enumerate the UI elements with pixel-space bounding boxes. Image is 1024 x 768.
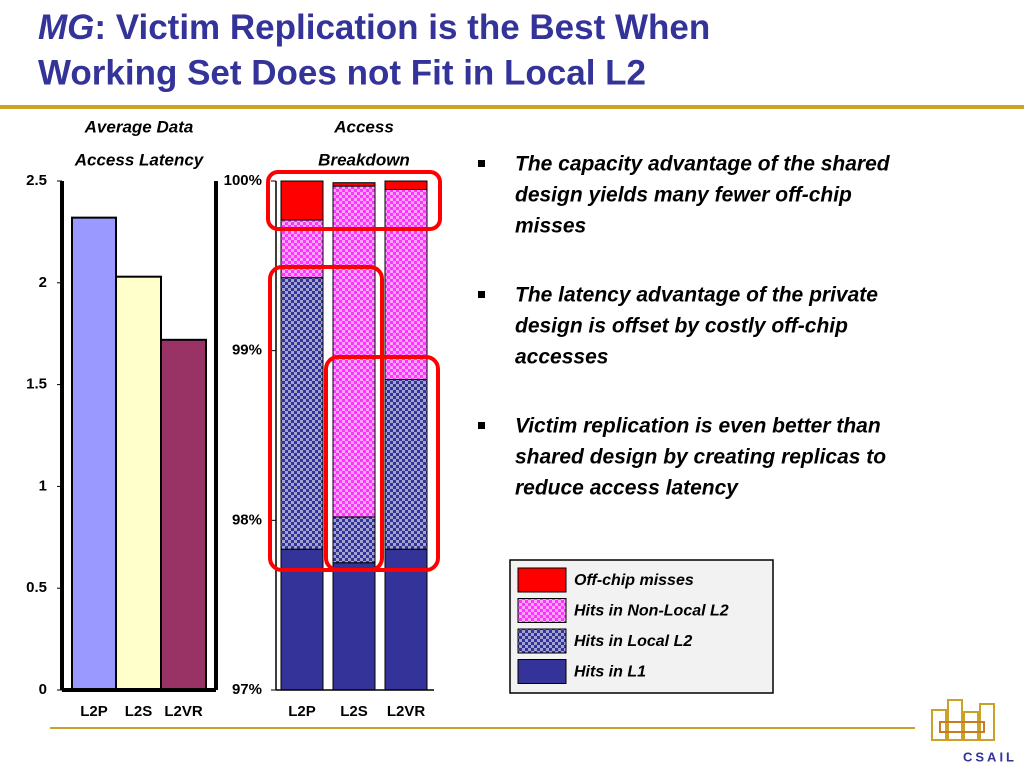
y-tick-label: 2.5 <box>26 172 47 189</box>
logo-text: CSAIL <box>963 749 1017 764</box>
title-rest: : Victim Replication is the Best When <box>94 8 710 47</box>
legend-label: Hits in L1 <box>574 664 646 681</box>
chart-title: Average Data <box>84 117 194 136</box>
logo <box>931 699 995 741</box>
bar <box>71 216 117 691</box>
legend-swatch <box>517 598 567 623</box>
y-tick-label: 100% <box>224 172 262 189</box>
bar-segment <box>332 185 376 518</box>
bullet-text: reduce access latency <box>515 477 739 500</box>
slide-title: MG: Victim Replication is the Best When <box>38 8 710 47</box>
bar-segment <box>384 379 428 550</box>
bullet-text: design yields many fewer off-chip <box>515 184 852 207</box>
y-tick-label: 1 <box>39 477 47 494</box>
bullet-marker <box>478 160 485 167</box>
bullet-text: The capacity advantage of the shared <box>515 153 891 176</box>
bar-segment <box>332 562 376 691</box>
bullet-text: misses <box>515 215 586 238</box>
legend-label: Hits in Non-Local L2 <box>574 603 729 620</box>
top-rule <box>0 105 1024 109</box>
annotations <box>266 170 442 572</box>
bullet-marker <box>478 422 485 429</box>
bar <box>160 338 207 691</box>
bullet-text: shared design by creating replicas to <box>515 446 886 469</box>
bullet-marker <box>478 291 485 298</box>
bullet-text: accesses <box>515 346 608 369</box>
x-tick-label: L2S <box>125 703 153 720</box>
legend-label: Hits in Local L2 <box>574 633 692 650</box>
bar-segment <box>384 180 428 190</box>
bullet-text: The latency advantage of the private <box>515 284 878 307</box>
legend-swatch <box>517 628 567 654</box>
bar-segment <box>332 182 376 187</box>
legend-swatch <box>517 659 567 684</box>
y-tick-label: 0.5 <box>26 579 47 596</box>
legend-label: Off-chip misses <box>574 572 694 589</box>
bar-segment <box>332 516 376 564</box>
y-tick-label: 2 <box>39 274 47 291</box>
chart-title: Access Latency <box>74 150 205 169</box>
slide-title-line: Working Set Does not Fit in Local L2 <box>38 53 646 92</box>
y-tick-label: 0 <box>39 681 47 698</box>
bullet-text: Victim replication is even better than <box>515 415 881 438</box>
bar-segment <box>280 548 324 691</box>
bar <box>115 275 162 691</box>
bar-segment <box>280 277 324 550</box>
bar-segment <box>384 548 428 691</box>
x-tick-label: L2P <box>80 703 108 720</box>
chart-title: Breakdown <box>318 150 410 169</box>
legend-swatch <box>517 567 567 593</box>
x-tick-label: L2VR <box>164 703 203 720</box>
x-tick-label: L2P <box>288 703 316 720</box>
y-tick-label: 1.5 <box>26 376 47 393</box>
y-tick-label: 98% <box>232 511 262 528</box>
chart-title: Access <box>333 117 394 136</box>
y-tick-label: 99% <box>232 342 262 359</box>
bar-segment <box>280 180 324 221</box>
title-em: MG <box>38 8 94 47</box>
x-tick-label: L2S <box>340 703 368 720</box>
bottom-rule <box>50 727 915 729</box>
x-tick-label: L2VR <box>387 703 426 720</box>
y-tick-label: 97% <box>232 681 262 698</box>
bar-segment <box>384 188 428 381</box>
bullet-text: design is offset by costly off-chip <box>515 315 848 338</box>
